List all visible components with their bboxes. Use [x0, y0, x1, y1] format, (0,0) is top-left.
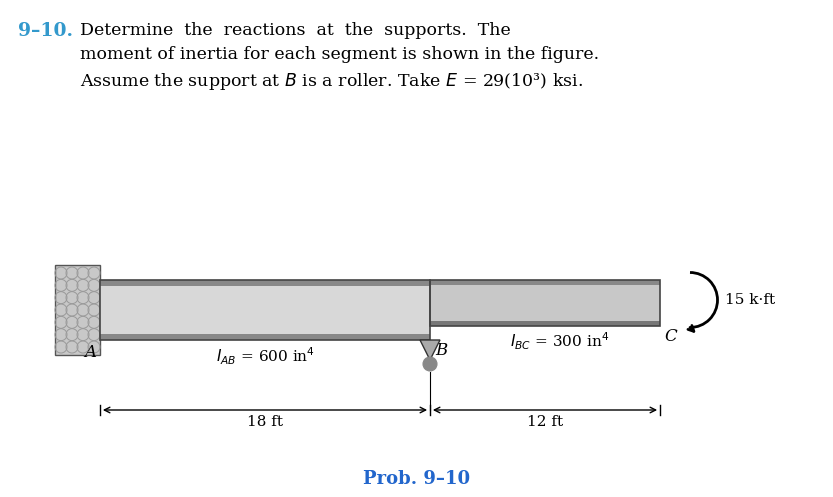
Bar — [100, 280, 430, 286]
Text: Determine  the  reactions  at  the  supports.  The
moment of inertia for each se: Determine the reactions at the supports.… — [80, 22, 599, 92]
Text: Prob. 9–10: Prob. 9–10 — [363, 470, 470, 488]
Bar — [55, 265, 100, 355]
Text: $I_{AB}$ = 600 in$^4$: $I_{AB}$ = 600 in$^4$ — [216, 346, 315, 367]
Text: 15 k·ft: 15 k·ft — [726, 293, 776, 307]
Bar — [100, 334, 430, 340]
Text: $I_{BC}$ = 300 in$^4$: $I_{BC}$ = 300 in$^4$ — [511, 331, 610, 352]
Text: C: C — [664, 328, 676, 345]
Bar — [430, 280, 660, 285]
Bar — [430, 280, 660, 326]
Text: 18 ft: 18 ft — [247, 415, 283, 429]
Text: 12 ft: 12 ft — [527, 415, 563, 429]
Bar — [100, 286, 430, 334]
Circle shape — [423, 357, 437, 371]
Text: B: B — [435, 342, 447, 359]
Bar — [430, 321, 660, 326]
Bar — [430, 285, 660, 321]
Polygon shape — [420, 340, 440, 360]
Text: A: A — [84, 344, 96, 361]
Bar — [100, 280, 430, 340]
Text: 9–10.: 9–10. — [18, 22, 73, 40]
